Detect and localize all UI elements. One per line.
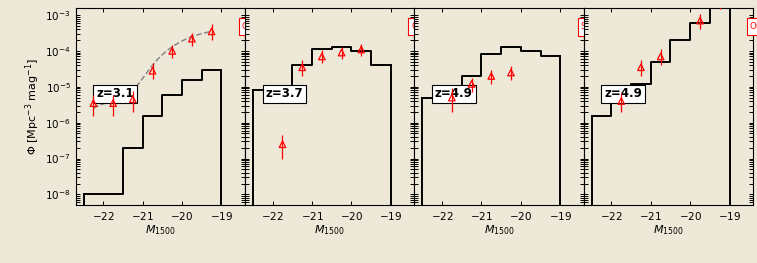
Point — [126, 97, 139, 101]
Text: Shioya et al., 2009  $\triangle$: Shioya et al., 2009 $\triangle$ — [580, 21, 677, 33]
X-axis label: $M_{1500}$: $M_{1500}$ — [484, 223, 515, 237]
Point — [655, 54, 667, 59]
Point — [87, 101, 99, 105]
Point — [335, 50, 347, 55]
Text: z=4.9: z=4.9 — [604, 88, 642, 100]
X-axis label: $M_{1500}$: $M_{1500}$ — [145, 223, 176, 237]
Point — [694, 18, 706, 23]
Point — [107, 101, 119, 105]
X-axis label: $M_{1500}$: $M_{1500}$ — [653, 223, 684, 237]
Point — [206, 29, 218, 33]
Text: Ouchi et al. (2008)  $\triangle$: Ouchi et al. (2008) $\triangle$ — [241, 21, 338, 32]
Point — [186, 37, 198, 41]
Point — [316, 54, 328, 59]
Point — [635, 65, 647, 69]
Point — [485, 74, 497, 78]
X-axis label: $M_{1500}$: $M_{1500}$ — [314, 223, 345, 237]
Point — [166, 49, 178, 53]
Text: Ouchi et al. (2008)  $\triangle$: Ouchi et al. (2008) $\triangle$ — [410, 21, 507, 32]
Point — [466, 82, 478, 86]
Point — [296, 65, 308, 69]
Text: Ouchi et al., 2003  $\triangle$: Ouchi et al., 2003 $\triangle$ — [749, 21, 757, 32]
Text: z=4.9: z=4.9 — [435, 88, 473, 100]
Point — [446, 95, 458, 100]
Text: z=3.1: z=3.1 — [96, 88, 134, 100]
Y-axis label: $\Phi$ [Mpc$^{-3}$ mag$^{-1}$]: $\Phi$ [Mpc$^{-3}$ mag$^{-1}$] — [24, 58, 42, 155]
Point — [355, 47, 367, 52]
Point — [505, 70, 517, 75]
Point — [146, 69, 158, 73]
Point — [276, 142, 288, 146]
Text: z=3.7: z=3.7 — [266, 88, 304, 100]
Point — [615, 99, 628, 103]
